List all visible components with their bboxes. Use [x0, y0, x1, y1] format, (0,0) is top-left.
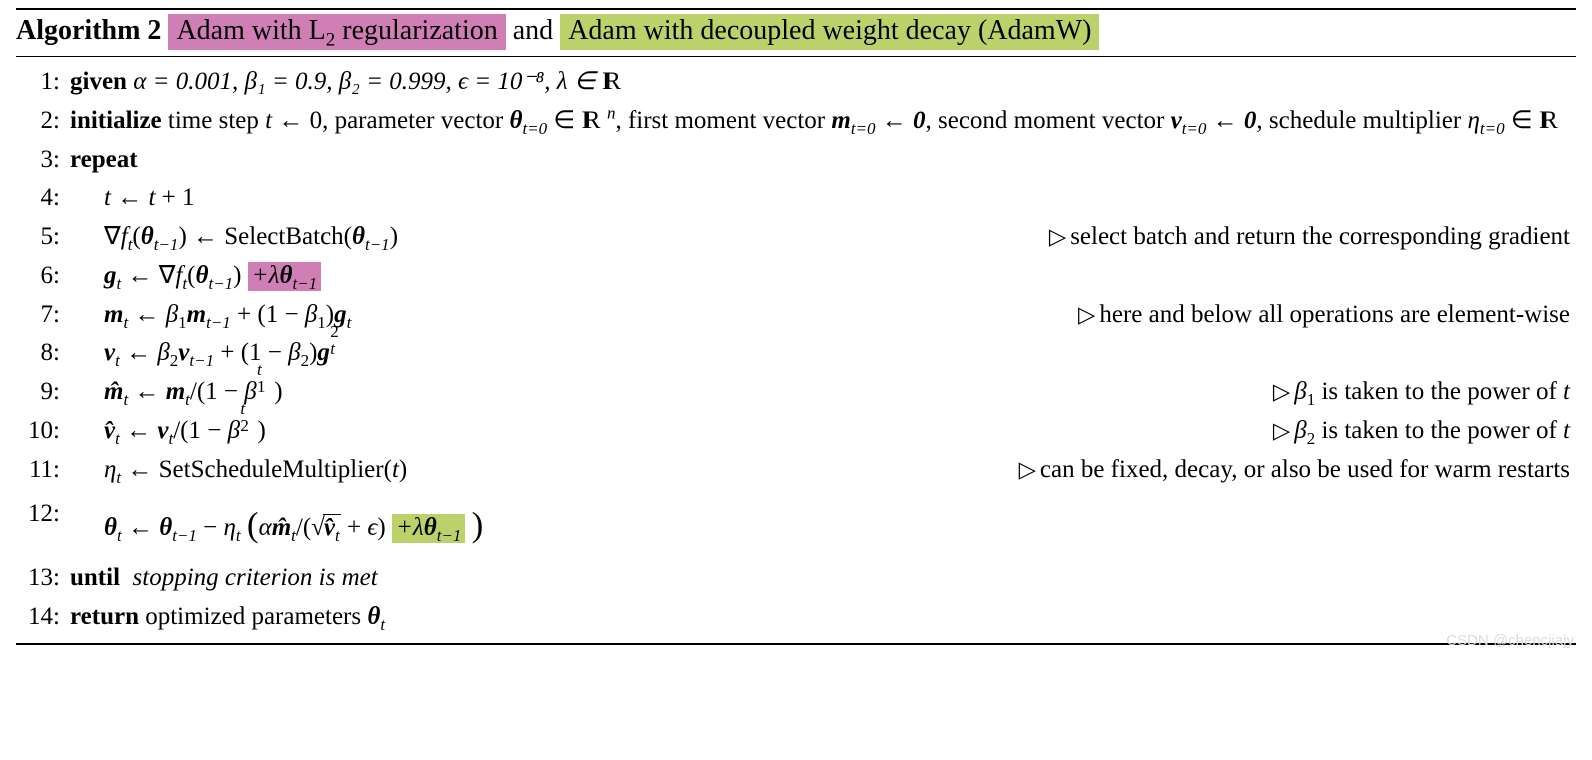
algo-line: 1: given α = 0.001, β₁ = 0.9, β₂ = 0.999… — [16, 63, 1576, 102]
title-pink-highlight: Adam with L2 regularization — [168, 14, 505, 50]
line-number: 13: — [16, 559, 70, 598]
algo-line: 12: θt ← θt−1 − ηt (αm̂t/(√v̂t + ϵ) +λθt… — [16, 489, 1576, 559]
title-green-highlight: Adam with decoupled weight decay (AdamW) — [560, 14, 1099, 50]
line-comment: ▷β1 is taken to the power of t — [1273, 373, 1576, 412]
line-number: 10: — [16, 412, 70, 451]
title-join: and — [506, 15, 560, 46]
line-number: 1: — [16, 63, 70, 102]
watermark: CSDN @chencjiajy — [1446, 632, 1574, 649]
algo-line: 7: mt ← β1mt−1 + (1 − β1)gt ▷here and be… — [16, 296, 1576, 335]
line-number: 9: — [16, 373, 70, 412]
algo-line: 10: v̂t ← vt/(1 − βt2) ▷β2 is taken to t… — [16, 412, 1576, 451]
algo-line: 5: ∇ft(θt−1) ← SelectBatch(θt−1) ▷select… — [16, 218, 1576, 257]
line-comment: ▷β2 is taken to the power of t — [1273, 412, 1576, 451]
bottom-rule — [16, 643, 1576, 645]
line-comment: ▷here and below all operations are eleme… — [1078, 296, 1576, 335]
algo-line: 11: ηt ← SetScheduleMultiplier(t) ▷can b… — [16, 451, 1576, 490]
algo-line: 4: t ← t + 1 — [16, 179, 1576, 218]
algorithm-body: 1: given α = 0.001, β₁ = 0.9, β₂ = 0.999… — [16, 57, 1576, 637]
line-number: 12: — [16, 489, 70, 539]
l2-reg-term: +λθt−1 — [248, 262, 321, 291]
algorithm-title: Algorithm 2 Adam with L2 regularization … — [16, 10, 1576, 56]
line-comment: ▷can be fixed, decay, or also be used fo… — [1019, 451, 1576, 490]
line-number: 11: — [16, 451, 70, 490]
algo-line: 3: repeat — [16, 141, 1576, 180]
algo-line: 6: gt ← ∇ft(θt−1) +λθt−1 — [16, 257, 1576, 296]
algo-line: 14: return optimized parameters θt — [16, 598, 1576, 637]
algo-line: 2: initialize time step t ← 0, parameter… — [16, 102, 1576, 141]
decoupled-wd-term: +λθt−1 — [392, 514, 465, 543]
line-number: 14: — [16, 598, 70, 637]
algo-line: 8: vt ← β2vt−1 + (1 − β2)g2t — [16, 334, 1576, 373]
algo-line: 13: until stopping criterion is met — [16, 559, 1576, 598]
algorithm-block: Algorithm 2 Adam with L2 regularization … — [0, 0, 1592, 657]
line-number: 5: — [16, 218, 70, 257]
line-number: 7: — [16, 296, 70, 335]
algorithm-number: Algorithm 2 — [16, 15, 161, 46]
line-number: 4: — [16, 179, 70, 218]
line-comment: ▷select batch and return the correspondi… — [1049, 218, 1576, 257]
line-number: 2: — [16, 102, 70, 141]
line-number: 8: — [16, 334, 70, 373]
line-number: 3: — [16, 141, 70, 180]
line-number: 6: — [16, 257, 70, 296]
algo-line: 9: m̂t ← mt/(1 − βt1) ▷β1 is taken to th… — [16, 373, 1576, 412]
